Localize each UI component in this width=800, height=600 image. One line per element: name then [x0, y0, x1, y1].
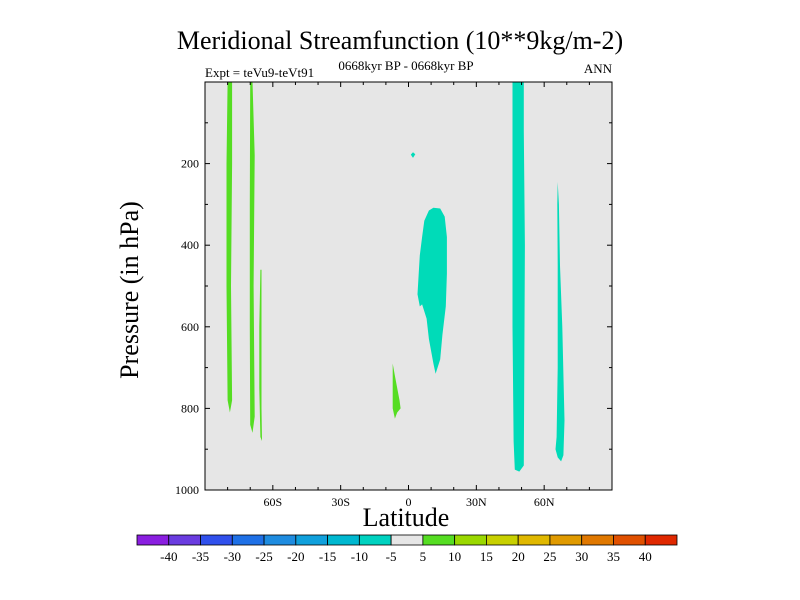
- plot-background: [205, 82, 612, 490]
- colorbar-box: [136, 534, 170, 546]
- colorbar-box: [263, 534, 297, 546]
- colorbar-box: [168, 534, 201, 546]
- y-tick-label: 1000: [175, 483, 199, 497]
- colorbar-box: [517, 534, 551, 546]
- contour-region-neg-band-50n: [512, 82, 525, 472]
- colorbar-label: 35: [607, 549, 620, 564]
- colorbar-box: [422, 534, 456, 546]
- colorbar-box: [549, 534, 583, 546]
- colorbar-box: [613, 534, 646, 546]
- contour-region-pos-band-70s: [249, 82, 255, 433]
- colorbar-label: -5: [386, 549, 397, 564]
- colorbar-label: -35: [192, 549, 209, 564]
- x-axis-title: Latitude: [362, 503, 450, 532]
- x-tick-label: 60S: [263, 495, 282, 509]
- y-tick-label: 400: [181, 238, 199, 252]
- contour-region-pos-band-78s: [226, 82, 233, 413]
- experiment-label: Expt = teVu9-teVt91: [205, 65, 315, 80]
- colorbar-box: [390, 534, 424, 546]
- x-tick-label: 30N: [466, 495, 487, 509]
- colorbar-label: -40: [160, 549, 177, 564]
- period-label: 0668kyr BP - 0668kyr BP: [338, 58, 474, 73]
- colorbar-label: -15: [319, 549, 336, 564]
- colorbar-box: [644, 534, 678, 546]
- colorbar-label: 10: [448, 549, 461, 564]
- y-tick-label: 800: [181, 401, 199, 415]
- colorbar-label: -30: [224, 549, 241, 564]
- colorbar-label: -20: [287, 549, 304, 564]
- y-tick-label: 200: [181, 157, 199, 171]
- x-tick-label: 60N: [534, 495, 555, 509]
- colorbar-box: [454, 534, 487, 546]
- colorbar-box: [231, 534, 265, 546]
- colorbar-label: -25: [255, 549, 272, 564]
- contour-region-pos-spot-7s: [392, 363, 401, 419]
- colorbar-label: -10: [351, 549, 368, 564]
- colorbar-box: [486, 534, 519, 546]
- colorbar-label: 15: [480, 549, 493, 564]
- colorbar-label: 5: [420, 549, 427, 564]
- x-axis-ticks: 60S 30S 0 30N 60N: [227, 82, 590, 509]
- colorbar-label: 30: [575, 549, 588, 564]
- colorbar-box: [200, 534, 233, 546]
- contour-region-neg-band-66n: [555, 182, 565, 462]
- colorbar-label: 25: [543, 549, 556, 564]
- colorbar-label: 40: [639, 549, 652, 564]
- contour-region-pos-band-65s: [259, 269, 262, 441]
- chart-title: Meridional Streamfunction (10**9kg/m-2): [176, 26, 624, 55]
- x-tick-label: 30S: [331, 495, 350, 509]
- colorbar-box: [581, 534, 614, 546]
- colorbar-box: [295, 534, 328, 546]
- contour-regions: [226, 82, 565, 472]
- y-tick-label: 600: [181, 320, 199, 334]
- colorbar-label: 20: [512, 549, 525, 564]
- contour-region-neg-spot-upper: [410, 152, 416, 158]
- colorbar-box: [327, 534, 360, 546]
- y-axis-ticks: 200 400 600 800 1000: [175, 122, 612, 497]
- season-label: ANN: [583, 61, 612, 76]
- colorbar: -40 -35 -30 -25 -20 -15 -10 -5 5 10 15 20 25 30 35 40: [136, 534, 678, 564]
- contour-region-neg-lobe-equator: [417, 207, 447, 374]
- colorbar-box: [358, 534, 392, 546]
- x-tick-label: 0: [406, 495, 412, 509]
